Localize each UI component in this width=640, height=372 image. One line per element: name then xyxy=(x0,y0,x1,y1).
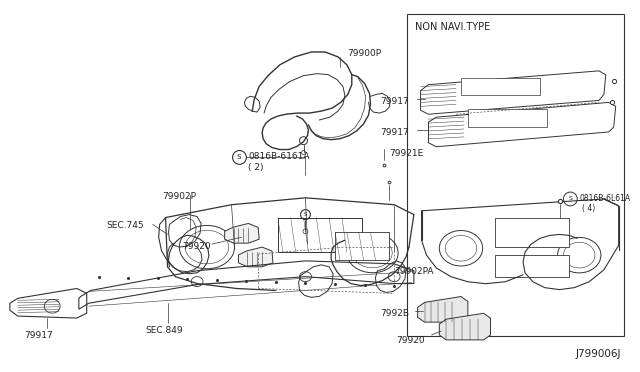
Text: 0816B-6161A: 0816B-6161A xyxy=(248,153,310,161)
Bar xyxy=(407,14,625,336)
Text: 7992B: 7992B xyxy=(380,310,409,318)
Text: 79921E: 79921E xyxy=(389,148,424,158)
Polygon shape xyxy=(439,313,490,340)
Text: ( 2): ( 2) xyxy=(248,163,264,172)
Text: J799006J: J799006J xyxy=(575,349,621,359)
Text: NON NAVI.TYPE: NON NAVI.TYPE xyxy=(415,22,490,32)
Polygon shape xyxy=(225,224,259,243)
Text: SEC.849: SEC.849 xyxy=(146,326,184,335)
Bar xyxy=(468,109,547,127)
Text: 79920: 79920 xyxy=(182,242,211,251)
Text: S: S xyxy=(236,154,241,160)
Bar xyxy=(278,218,362,252)
Text: 79917: 79917 xyxy=(380,128,409,137)
Text: 79917: 79917 xyxy=(380,97,409,106)
Text: 0816B-6L61A: 0816B-6L61A xyxy=(579,194,630,203)
Text: SEC.745: SEC.745 xyxy=(106,221,144,231)
Text: 79902PA: 79902PA xyxy=(394,267,434,276)
Text: 79902P: 79902P xyxy=(163,192,196,201)
Text: ( 4): ( 4) xyxy=(582,204,595,213)
Text: 79917: 79917 xyxy=(24,331,53,340)
Bar xyxy=(495,255,570,277)
Bar xyxy=(495,218,570,247)
Text: 79920: 79920 xyxy=(396,336,424,345)
Bar xyxy=(335,232,389,260)
Polygon shape xyxy=(418,296,468,322)
Text: 79900P: 79900P xyxy=(347,49,381,58)
Bar xyxy=(461,78,540,96)
Text: S: S xyxy=(568,196,572,202)
Text: S: S xyxy=(304,212,307,217)
Polygon shape xyxy=(239,247,273,267)
